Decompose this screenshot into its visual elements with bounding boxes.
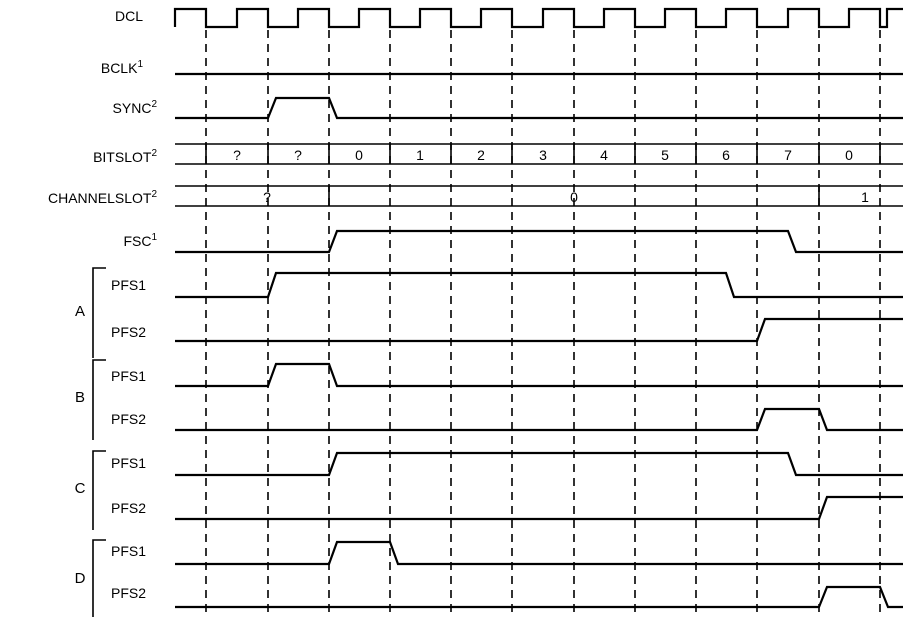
dcl-waveform xyxy=(173,7,903,29)
pfs1-label: PFS1 xyxy=(111,277,146,293)
group-c: C PFS1 PFS2 xyxy=(75,450,146,530)
fsc-label: FSC1 xyxy=(123,232,157,249)
pfs1-label: PFS1 xyxy=(111,543,146,559)
pfs1-label: PFS1 xyxy=(111,455,146,471)
bitslot-value: 4 xyxy=(600,147,608,163)
group-d: D PFS1 PFS2 xyxy=(75,539,146,617)
group-b-pfs2-waveform xyxy=(175,407,903,432)
group-c-pfs2-waveform xyxy=(175,495,903,521)
bitslot-bus: ? ? 0 1 2 3 4 5 6 7 0 xyxy=(175,143,903,165)
channelslot-bus: ? 0 1 xyxy=(175,185,903,207)
bitslot-value: 2 xyxy=(477,147,485,163)
pfs2-label: PFS2 xyxy=(111,324,146,340)
bitslot-value: 5 xyxy=(661,147,669,163)
pfs1-label: PFS1 xyxy=(111,368,146,384)
bclk-label: BCLK1 xyxy=(101,59,144,76)
pfs2-label: PFS2 xyxy=(111,500,146,516)
bitslot-value: 7 xyxy=(784,147,792,163)
sync-label: SYNC2 xyxy=(113,99,158,116)
channelslot-value: ? xyxy=(263,189,271,205)
channelslot-value: 0 xyxy=(570,189,578,205)
dcl-label: DCL xyxy=(115,8,143,24)
group-d-pfs1-waveform xyxy=(175,540,903,566)
channelslot-label: CHANNELSLOT2 xyxy=(48,189,157,206)
group-a: A PFS1 PFS2 xyxy=(75,267,146,358)
channelslot-value: 1 xyxy=(861,189,869,205)
group-letter: D xyxy=(75,570,86,587)
bitslot-label: BITSLOT2 xyxy=(93,148,157,165)
group-letter: A xyxy=(75,303,85,320)
pfs2-label: PFS2 xyxy=(111,411,146,427)
bitslot-value: 1 xyxy=(416,147,424,163)
pfs2-label: PFS2 xyxy=(111,585,146,601)
bitslot-value: ? xyxy=(233,147,241,163)
group-bracket xyxy=(92,450,106,530)
group-d-pfs2-waveform xyxy=(175,585,903,609)
bitslot-value: 6 xyxy=(722,147,730,163)
group-letter: C xyxy=(75,480,86,497)
group-bracket xyxy=(92,267,106,358)
fsc-waveform xyxy=(175,229,903,254)
group-bracket xyxy=(92,539,106,617)
bitslot-value: 0 xyxy=(355,147,363,163)
group-a-pfs1-waveform xyxy=(175,271,903,299)
group-b: B PFS1 PFS2 xyxy=(75,359,146,440)
group-bracket xyxy=(92,359,106,440)
bitslot-value: 3 xyxy=(539,147,547,163)
group-a-pfs2-waveform xyxy=(175,317,903,343)
group-c-pfs1-waveform xyxy=(175,451,903,477)
group-b-pfs1-waveform xyxy=(175,362,903,388)
bitslot-value: ? xyxy=(294,147,302,163)
sync-waveform xyxy=(175,96,903,120)
group-letter: B xyxy=(75,389,85,406)
bitslot-value: 0 xyxy=(845,147,853,163)
